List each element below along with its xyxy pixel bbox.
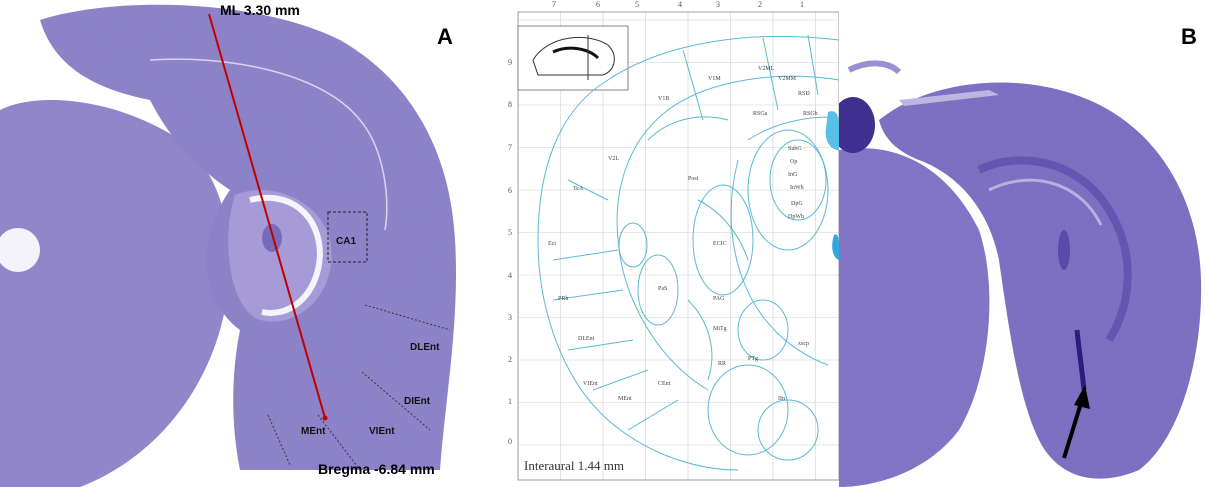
atlas-region-label: CEnt xyxy=(658,381,671,387)
region-ment: MEnt xyxy=(301,426,326,437)
atlas-region-label: Op xyxy=(790,159,797,165)
panel-a-histology xyxy=(0,4,457,487)
top-tick: 1 xyxy=(800,0,804,9)
interaural-label: Interaural 1.44 mm xyxy=(524,458,624,473)
panel-a: ML 3.30 mm A CA1 DLEnt DIEnt VIEnt MEnt … xyxy=(0,0,468,487)
arrow-icon xyxy=(1062,385,1090,459)
atlas-region-label: V2ML xyxy=(758,66,775,72)
bregma-label: Bregma -6.84 mm xyxy=(318,461,435,477)
top-tick: 5 xyxy=(635,0,639,9)
atlas-region-label: InWh xyxy=(790,185,804,191)
left-tick: 7 xyxy=(508,143,512,152)
atlas-region-label: PAG xyxy=(713,296,725,302)
atlas-region-label: RSGa xyxy=(753,111,768,117)
region-vient: VIEnt xyxy=(369,426,395,437)
top-tick: 6 xyxy=(596,0,600,9)
top-tick: 2 xyxy=(758,0,762,9)
atlas-region-label: MiTg xyxy=(713,326,727,332)
panel-a-letter: A xyxy=(437,24,453,49)
atlas-panel: V1M V1B V2ML V2MM RSD V2L RSGa RSGb TeA Post Ect PR… xyxy=(508,0,839,487)
atlas-region-label: ECIC xyxy=(713,241,727,247)
atlas-region-label: IIn xyxy=(778,396,785,402)
panel-b-histology xyxy=(839,60,1202,487)
atlas-region-label: DLEnt xyxy=(578,336,595,342)
atlas-region-label: SubG xyxy=(788,146,802,152)
top-tick: 4 xyxy=(678,0,682,9)
atlas-region-label: TeA xyxy=(573,186,584,192)
atlas-region-label: V2L xyxy=(608,156,619,162)
panel-b: B xyxy=(839,0,1205,487)
atlas-region-label: PRh xyxy=(558,296,568,302)
atlas-region-label: V1M xyxy=(708,76,721,82)
region-ca1: CA1 xyxy=(336,236,357,247)
atlas-region-label: VIEnt xyxy=(583,381,598,387)
left-tick: 0 xyxy=(508,437,512,446)
atlas-region-label: MEnt xyxy=(618,396,632,402)
ca1-box xyxy=(327,211,368,263)
ml-line xyxy=(208,13,326,419)
ml-label: ML 3.30 mm xyxy=(220,2,300,18)
atlas-region-label: PTg xyxy=(748,356,758,362)
left-tick: 8 xyxy=(508,100,512,109)
region-dlent: DLEnt xyxy=(410,342,440,353)
left-tick: 1 xyxy=(508,397,512,406)
atlas-region-label: RSD xyxy=(798,91,810,97)
atlas-region-label: Ect xyxy=(548,241,556,247)
atlas-region-label: RSGb xyxy=(803,111,818,117)
atlas-region-label: DpWh xyxy=(788,214,804,220)
region-dient: DIEnt xyxy=(404,396,431,407)
atlas-region-label: PaS xyxy=(658,286,667,292)
top-tick: 7 xyxy=(552,0,556,9)
left-tick: 5 xyxy=(508,228,512,237)
left-tick: 6 xyxy=(508,186,512,195)
left-tick: 9 xyxy=(508,58,512,67)
left-tick: 3 xyxy=(508,313,512,322)
panel-b-letter: B xyxy=(1181,24,1197,49)
atlas-region-label: DpG xyxy=(791,201,803,207)
left-tick: 2 xyxy=(508,355,512,364)
top-tick: 3 xyxy=(716,0,720,9)
left-tick: 4 xyxy=(508,271,512,280)
atlas-region-label: RR xyxy=(718,361,726,367)
atlas-region-label: Post xyxy=(688,176,699,182)
atlas-region-label: xscp xyxy=(798,341,809,347)
atlas-region-label: V1B xyxy=(658,96,669,102)
atlas-region-label: InG xyxy=(788,172,798,178)
sagittal-inset xyxy=(517,25,629,91)
atlas-region-label: V2MM xyxy=(778,76,797,82)
